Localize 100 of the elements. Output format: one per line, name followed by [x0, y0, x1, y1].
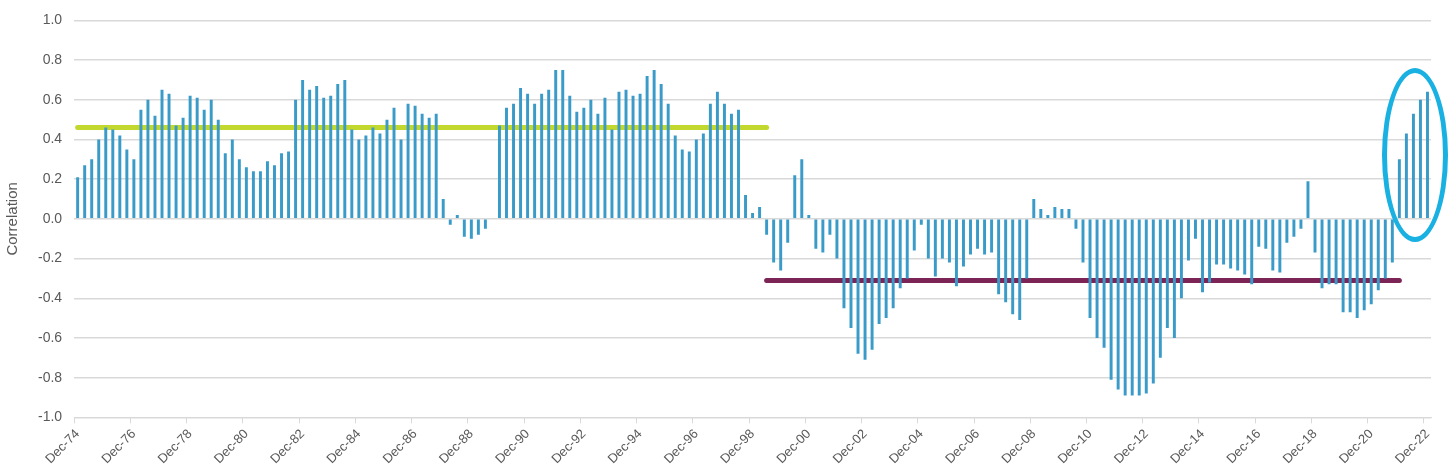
- bar: [1278, 219, 1282, 273]
- bar: [512, 103, 515, 219]
- bar: [83, 165, 87, 219]
- bar: [659, 83, 663, 219]
- bar: [828, 219, 832, 235]
- bar: [111, 129, 115, 219]
- bar: [476, 219, 480, 235]
- bar: [807, 214, 811, 219]
- bar: [1264, 219, 1268, 249]
- bar: [1348, 219, 1352, 313]
- bar: [301, 79, 305, 219]
- bar: [652, 70, 656, 219]
- bar: [983, 219, 987, 255]
- y-tick-label: 1.0: [42, 11, 63, 28]
- bar: [1102, 219, 1106, 348]
- bar: [132, 159, 136, 219]
- bar: [1250, 219, 1254, 285]
- bar: [554, 70, 558, 219]
- bar: [596, 113, 600, 219]
- bar: [737, 109, 740, 219]
- bar: [1137, 219, 1141, 396]
- bar: [350, 129, 354, 219]
- bar: [715, 91, 719, 219]
- bar: [505, 107, 508, 219]
- bar: [1053, 206, 1057, 219]
- bar: [1144, 219, 1148, 394]
- bar: [413, 105, 417, 219]
- bar: [884, 219, 888, 319]
- bar: [933, 219, 937, 277]
- bar: [1285, 219, 1289, 243]
- bar: [167, 93, 171, 219]
- bar: [1109, 219, 1113, 380]
- bar: [441, 199, 445, 219]
- y-tick-label: 0.4: [42, 130, 63, 147]
- bar: [1418, 99, 1422, 219]
- bar: [905, 219, 909, 279]
- bar: [427, 117, 431, 219]
- bar: [258, 171, 262, 219]
- bar: [448, 219, 452, 225]
- bar: [1404, 133, 1408, 219]
- bar: [273, 165, 276, 219]
- bar: [870, 219, 874, 350]
- bar: [265, 161, 269, 219]
- bar: [244, 167, 248, 219]
- bar: [1123, 219, 1127, 396]
- bar: [891, 219, 895, 309]
- bar: [962, 219, 965, 267]
- bar: [526, 93, 530, 219]
- bar: [1390, 219, 1394, 263]
- bar: [680, 149, 684, 219]
- bar: [1362, 219, 1366, 311]
- bar: [582, 107, 586, 219]
- bar: [455, 214, 459, 219]
- bar: [751, 212, 755, 219]
- bar: [118, 135, 122, 219]
- bar: [1257, 219, 1261, 247]
- bar: [842, 219, 846, 309]
- bar: [814, 219, 818, 249]
- bar: [230, 139, 234, 219]
- bar: [1046, 214, 1050, 219]
- bar: [280, 153, 283, 219]
- bar: [1032, 199, 1036, 219]
- bar: [1236, 219, 1240, 271]
- bar: [1165, 219, 1169, 329]
- bar: [1411, 113, 1415, 219]
- bar: [202, 109, 206, 219]
- bar: [1271, 219, 1275, 271]
- bar: [1088, 219, 1092, 319]
- bar: [947, 219, 951, 263]
- bar: [547, 89, 551, 219]
- bar: [483, 219, 487, 229]
- bar: [800, 159, 804, 219]
- bar: [1060, 208, 1064, 219]
- bar: [589, 99, 593, 219]
- bar: [153, 115, 157, 219]
- bar: [1334, 219, 1338, 285]
- bar: [216, 119, 220, 219]
- y-tick-label: -0.8: [38, 368, 63, 385]
- bar: [1369, 219, 1373, 305]
- bar: [722, 103, 726, 219]
- bar: [954, 219, 958, 287]
- bar: [1201, 219, 1204, 293]
- bar: [793, 175, 797, 219]
- bar: [765, 219, 769, 235]
- bar: [898, 219, 902, 289]
- bar: [195, 97, 199, 219]
- bar: [406, 103, 410, 219]
- y-tick-label: 0.6: [42, 90, 63, 107]
- bar: [575, 111, 579, 219]
- bar: [940, 219, 944, 259]
- bar: [315, 85, 319, 219]
- bar: [1095, 219, 1099, 338]
- bar: [1179, 219, 1183, 299]
- bar: [666, 103, 670, 219]
- bar: [1067, 208, 1071, 219]
- bar: [969, 219, 972, 255]
- bar: [1186, 219, 1190, 261]
- bar: [1018, 219, 1022, 321]
- bar: [371, 127, 375, 219]
- bar: [758, 206, 762, 219]
